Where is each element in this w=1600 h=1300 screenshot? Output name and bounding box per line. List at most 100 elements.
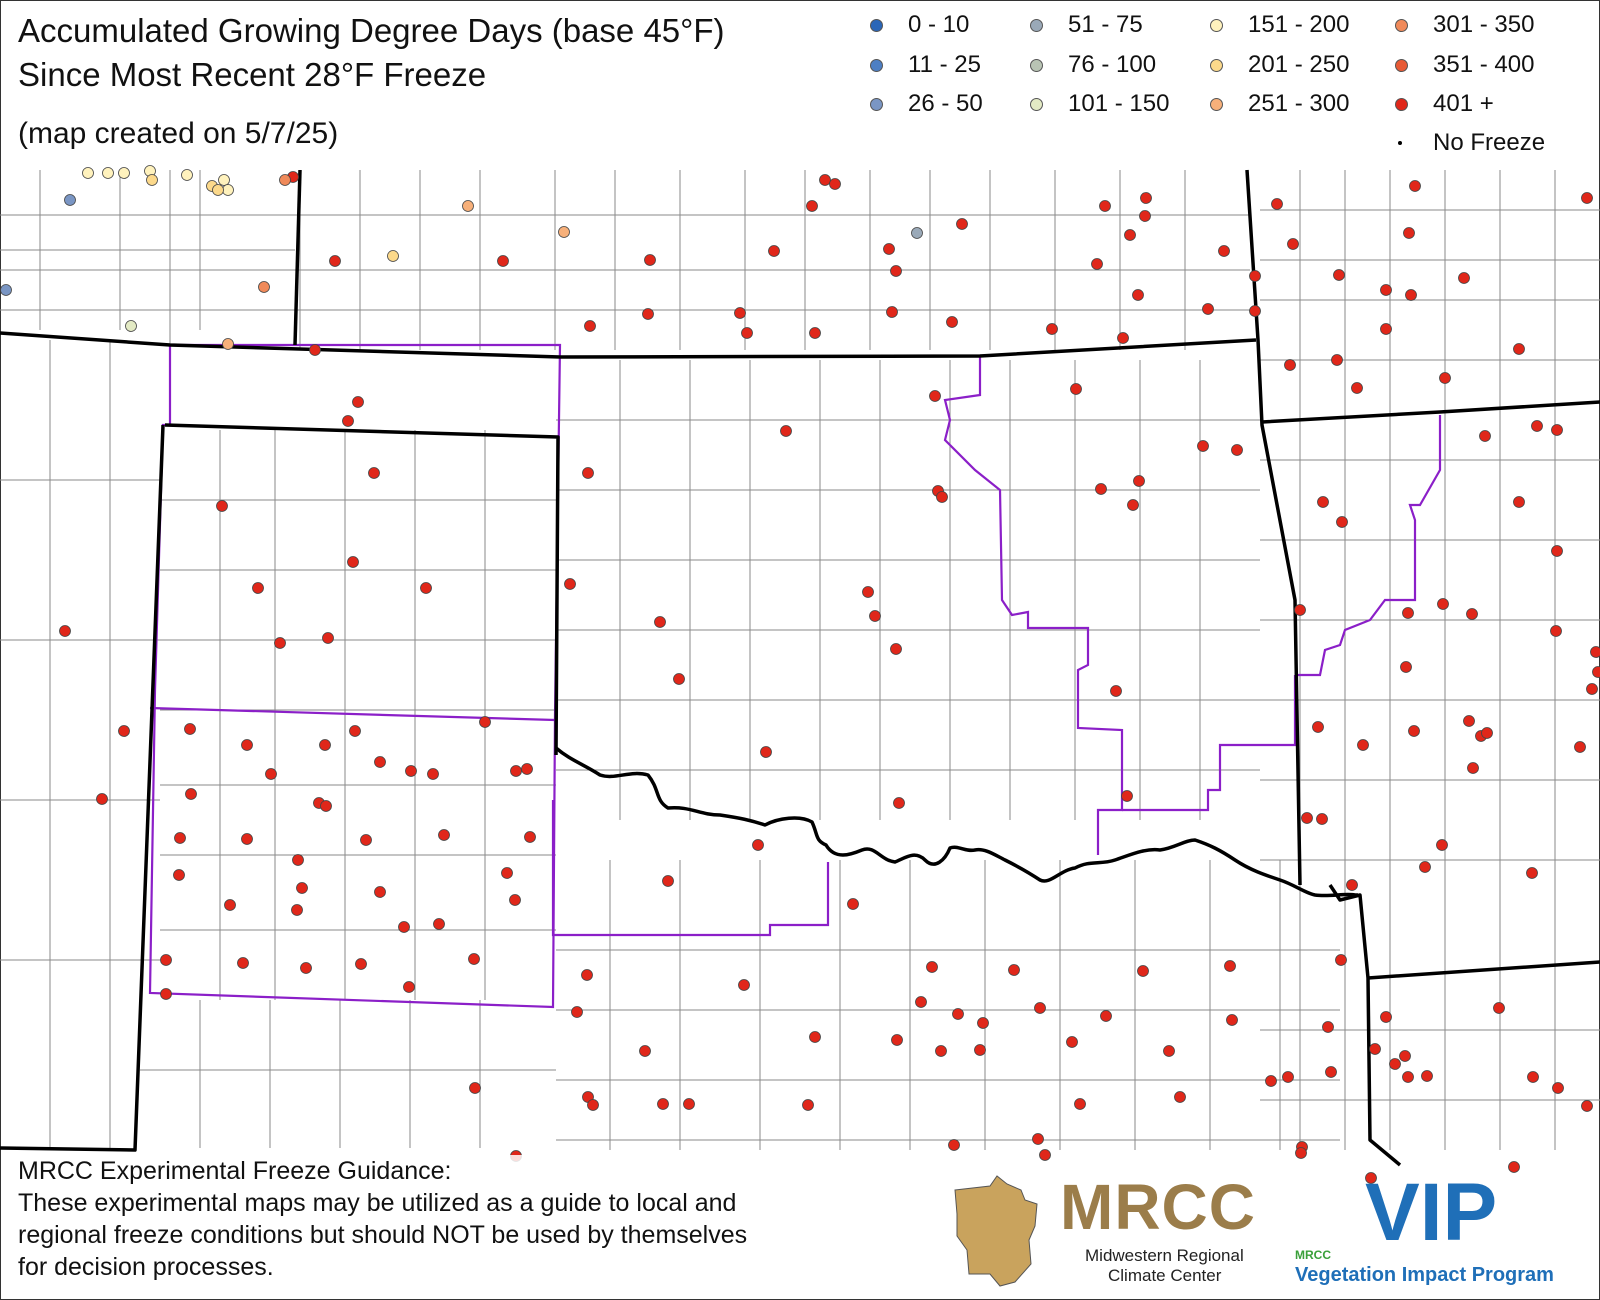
- station-point: [398, 921, 410, 933]
- station-point: [1369, 1043, 1381, 1055]
- legend-swatch: [870, 19, 883, 32]
- station-point: [1466, 608, 1478, 620]
- station-point: [427, 768, 439, 780]
- station-point: [265, 768, 277, 780]
- station-point: [1231, 444, 1243, 456]
- station-point: [1590, 646, 1600, 658]
- station-point: [1034, 1002, 1046, 1014]
- station-point: [102, 167, 114, 179]
- station-point: [1124, 229, 1136, 241]
- station-point: [181, 169, 193, 181]
- station-point: [347, 556, 359, 568]
- red-river-border: [554, 746, 1358, 898]
- station-point: [587, 1099, 599, 1111]
- kansas-oklahoma-border: [164, 423, 560, 756]
- station-point: [946, 316, 958, 328]
- station-point: [222, 338, 234, 350]
- legend-swatch: [1398, 141, 1402, 145]
- legend-label: 76 - 100: [1068, 51, 1157, 78]
- mrcc-logo-subtitle: Climate Center: [1108, 1266, 1222, 1285]
- station-point: [1070, 383, 1082, 395]
- legend-label: 201 - 250: [1248, 51, 1350, 78]
- station-point: [349, 725, 361, 737]
- station-point: [352, 396, 364, 408]
- central-region: [943, 355, 1124, 855]
- station-point: [1100, 1010, 1112, 1022]
- station-point: [309, 344, 321, 356]
- station-point: [368, 467, 380, 479]
- station-point: [1091, 258, 1103, 270]
- station-point: [654, 616, 666, 628]
- station-point: [1265, 1075, 1277, 1087]
- station-point: [642, 308, 654, 320]
- mrcc-logo-subtitle: Midwestern Regional: [1085, 1246, 1244, 1265]
- station-point: [174, 832, 186, 844]
- station-point: [1508, 1161, 1520, 1173]
- legend-swatch: [1210, 98, 1223, 111]
- disclaimer-line: These experimental maps may be utilized …: [18, 1189, 737, 1217]
- station-point: [890, 265, 902, 277]
- station-point: [300, 962, 312, 974]
- station-point: [292, 854, 304, 866]
- station-point: [1039, 1149, 1051, 1161]
- station-point: [1552, 1082, 1564, 1094]
- station-point: [510, 765, 522, 777]
- station-point: [118, 167, 130, 179]
- vip-logo-subtitle: Vegetation Impact Program: [1295, 1264, 1554, 1286]
- legend-label: No Freeze: [1433, 129, 1546, 156]
- station-point: [683, 1098, 695, 1110]
- station-point: [64, 194, 76, 206]
- station-point: [279, 174, 291, 186]
- legend-swatch: [1030, 59, 1043, 72]
- legend: 0 - 10 11 - 25 26 - 50 51 - 75 76 - 100 101 -…: [870, 10, 1600, 170]
- station-point: [1357, 739, 1369, 751]
- station-point: [322, 632, 334, 644]
- new-mexico-border: [0, 424, 165, 1152]
- station-point: [374, 756, 386, 768]
- station-point: [342, 415, 354, 427]
- station-point: [936, 491, 948, 503]
- station-point: [1121, 790, 1133, 802]
- station-point: [819, 174, 831, 186]
- station-point: [584, 320, 596, 332]
- station-point: [1351, 382, 1363, 394]
- station-point: [644, 254, 656, 266]
- station-point: [1325, 1066, 1337, 1078]
- station-point: [185, 788, 197, 800]
- legend-label: 351 - 400: [1433, 51, 1535, 78]
- station-point: [1224, 960, 1236, 972]
- station-point: [1403, 227, 1415, 239]
- station-point: [479, 716, 491, 728]
- station-point: [1282, 1071, 1294, 1083]
- station-point: [1574, 741, 1586, 753]
- station-point: [1249, 305, 1261, 317]
- station-point: [1287, 238, 1299, 250]
- texas-louisiana-border: [1328, 884, 1402, 1167]
- station-point: [1139, 210, 1151, 222]
- disclaimer-line: regional freeze conditions but should NO…: [18, 1221, 748, 1249]
- station-point: [1586, 683, 1598, 695]
- station-point: [564, 578, 576, 590]
- station-point: [1389, 1058, 1401, 1070]
- station-point: [1458, 272, 1470, 284]
- station-point: [1581, 1100, 1593, 1112]
- station-point: [1365, 1172, 1377, 1184]
- station-point: [948, 1139, 960, 1151]
- station-point: [497, 255, 509, 267]
- station-point: [501, 867, 513, 879]
- station-point: [125, 320, 137, 332]
- station-point: [462, 200, 474, 212]
- station-point: [1592, 666, 1600, 678]
- legend-label: 151 - 200: [1248, 11, 1350, 38]
- station-point: [581, 969, 593, 981]
- station-point: [160, 954, 172, 966]
- legend-swatch: [870, 98, 883, 111]
- station-point: [806, 200, 818, 212]
- disclaimer: MRCC Experimental Freeze Guidance: These…: [18, 1155, 878, 1283]
- station-point: [1551, 545, 1563, 557]
- station-point: [1402, 1071, 1414, 1083]
- station-point: [1467, 762, 1479, 774]
- station-point: [977, 1017, 989, 1029]
- station-point: [1408, 725, 1420, 737]
- station-point: [809, 1031, 821, 1043]
